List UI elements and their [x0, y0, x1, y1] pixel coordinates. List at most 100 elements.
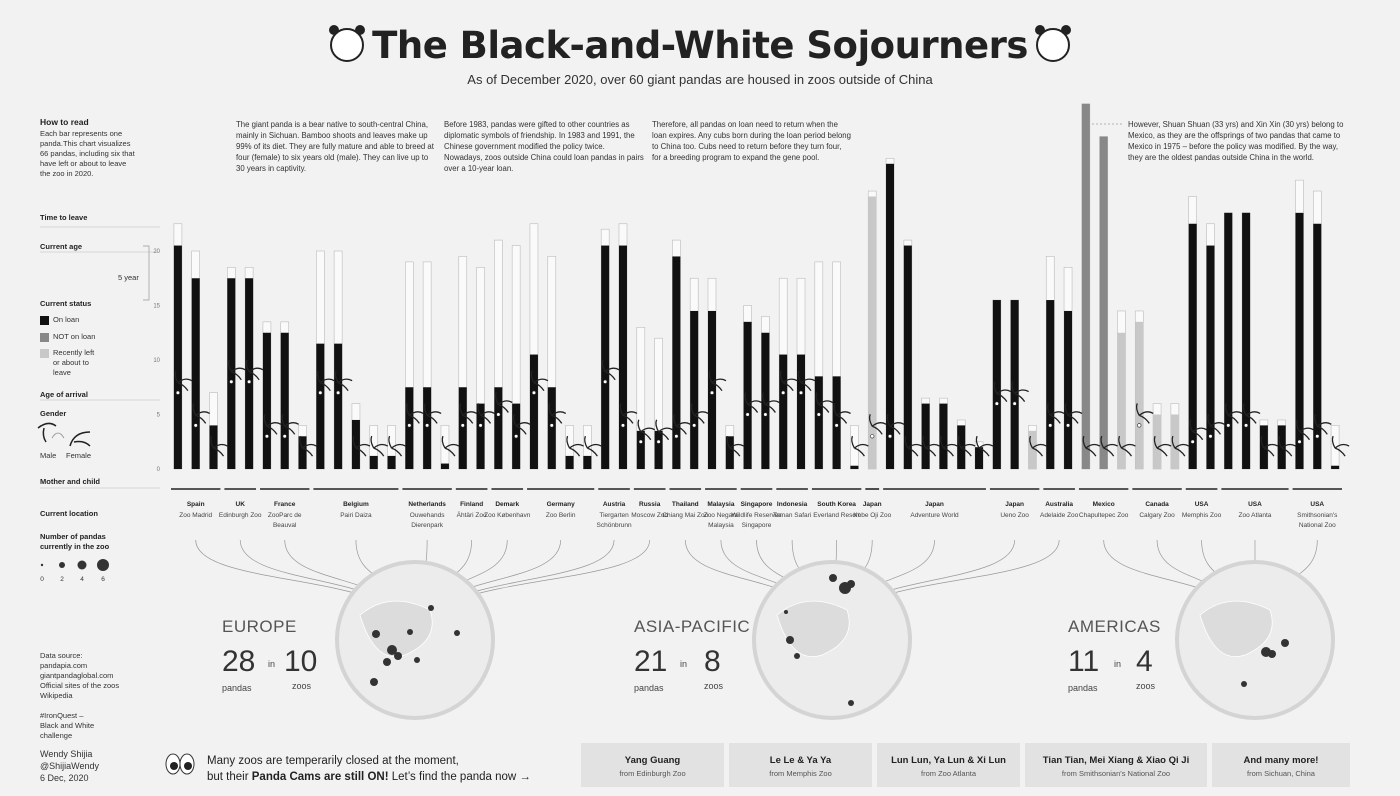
location-country: Australia [1045, 501, 1074, 508]
location-country: Canada [1145, 501, 1169, 508]
location-label: Spain Zoo Madrid [168, 500, 224, 521]
bamboo-leaf-icon [744, 392, 762, 413]
location-label: Demark Zoo København [479, 500, 535, 521]
zoo-location-dot [372, 630, 380, 638]
location-zoo: Kobe Oji Zoo [853, 511, 892, 519]
cam-card-memphis[interactable]: Le Le & Ya Ya from Memphis Zoo [729, 743, 872, 787]
bar-current-age [1295, 212, 1304, 469]
bamboo-leaf-icon [441, 435, 460, 457]
arrival-marker [603, 379, 608, 384]
how-to-read: How to read Each bar represents one pand… [40, 117, 135, 179]
arrival-marker [229, 379, 234, 384]
cam-card-edinburgh[interactable]: Yang Guang from Edinburgh Zoo [581, 743, 724, 787]
bar-current-age [779, 354, 788, 469]
bamboo-leaf-icon [228, 359, 246, 381]
location-country: Malaysia [707, 501, 735, 508]
bamboo-leaf-icon [477, 403, 495, 424]
data-source: Data source: pandapia.com giantpandaglob… [40, 651, 120, 700]
bamboo-leaf-icon [334, 370, 353, 392]
page-title: The Black-and-White Sojourners [0, 24, 1400, 67]
arrival-marker [247, 379, 252, 384]
location-zoo: Pairi Daiza [340, 511, 372, 519]
location-label: Canada Calgary Zoo [1129, 500, 1185, 521]
location-country: Germany [546, 501, 575, 508]
bamboo-leaf-icon [975, 435, 994, 457]
region-asia-zoos: 8 [704, 645, 721, 678]
bamboo-leaf-icon [637, 419, 656, 441]
bar-current-age [1028, 430, 1037, 469]
zoo-location-dot [414, 657, 420, 663]
location-label: Netherlands Ouwehands Dierenpark [399, 500, 455, 532]
bamboo-leaf-icon [245, 359, 264, 381]
location-label: South Korea Everland Resort [809, 500, 865, 521]
legend-swatch-recently-left [40, 349, 49, 358]
region-europe-name: EUROPE [222, 617, 297, 636]
land-shape [359, 600, 433, 657]
legend-swatch-not-on-loan [40, 333, 49, 342]
bar-current-age [725, 436, 734, 469]
bamboo-leaf-icon [1260, 435, 1279, 457]
location-country: France [274, 501, 296, 508]
location-country: Austria [602, 501, 626, 508]
cam-card-atlanta[interactable]: Lun Lun, Ya Lun & Xi Lun from Zoo Atlanta [877, 743, 1020, 787]
region-europe-in: in [268, 659, 276, 669]
page-subtitle: As of December 2020, over 60 giant panda… [467, 72, 933, 87]
size-legend-label: 0 [40, 576, 44, 583]
region-asia-name: ASIA-PACIFIC [634, 617, 751, 636]
zoo-location-dot [1281, 639, 1289, 647]
bamboo-leaf-icon [1242, 403, 1261, 424]
legend-swatch-on-loan [40, 316, 49, 325]
arrival-marker [798, 390, 804, 395]
arrival-marker [620, 423, 626, 428]
arrival-marker [1315, 434, 1320, 439]
bar-current-age [316, 343, 325, 469]
location-label: Singapore Wildlife Reserves Singapore [729, 500, 785, 532]
arrival-marker [282, 434, 287, 439]
location-label: UK Edinburgh Zoo [212, 500, 268, 521]
arrival-marker [175, 390, 181, 395]
cam-from: from Memphis Zoo [769, 769, 832, 778]
bar-current-age [832, 376, 841, 469]
bar-current-age [1117, 332, 1126, 469]
legend-male: Male [40, 451, 57, 460]
cam-card-more[interactable]: And many more! from Sichuan, China [1212, 743, 1350, 787]
location-country: Japan [925, 501, 944, 508]
footer-panda-cams: Panda Cams are still ON! [251, 771, 389, 783]
arrival-marker [549, 423, 554, 428]
location-country: Finland [460, 501, 484, 508]
bamboo-leaf-icon [815, 392, 834, 413]
location-label: Australia Adelaide Zoo [1031, 500, 1087, 521]
bamboo-leaf-icon [352, 435, 371, 457]
region-europe-pandas: 28 [222, 645, 256, 678]
bar-current-age [690, 310, 699, 469]
location-zoo: Chapultepec Zoo [1078, 511, 1129, 519]
cam-card-smithsonian[interactable]: Tian Tian, Mei Xiang & Xiao Qi Ji from Sm… [1025, 743, 1207, 787]
bar-current-age [280, 332, 289, 469]
location-country: Mexico [1092, 501, 1115, 508]
location-label: USA Memphis Zoo [1174, 500, 1230, 521]
bar-current-age [173, 245, 182, 469]
legend-time-to-leave: Time to leave [40, 213, 88, 222]
y-tick-label: 10 [153, 358, 160, 364]
footer-line-2-post[interactable]: Let’s find the panda now → [388, 771, 531, 783]
bamboo-leaf-icon [370, 435, 389, 457]
y-tick-label: 0 [157, 467, 161, 473]
female-leaf-icon [69, 431, 91, 447]
legend-on-loan: On loan [53, 315, 80, 324]
bar-current-age [1081, 103, 1090, 469]
bamboo-leaf-icon [922, 435, 940, 457]
location-country: South Korea [817, 501, 856, 508]
location-zoo: ZooParc de Beauval [267, 511, 302, 530]
bamboo-leaf-icon [1135, 403, 1154, 424]
bamboo-leaf-icon [1153, 435, 1172, 457]
arrival-marker [887, 434, 893, 439]
location-country: Indonesia [776, 501, 808, 508]
bar-current-age [423, 387, 432, 469]
region-americas-zoos-label: zoos [1136, 681, 1156, 691]
bamboo-leaf-icon [993, 381, 1012, 402]
location-country: Spain [186, 501, 205, 508]
bamboo-leaf-icon [388, 435, 406, 457]
legend-current-location: Current location [40, 509, 98, 518]
bamboo-leaf-icon [1029, 435, 1047, 457]
bar-current-age [565, 455, 574, 469]
